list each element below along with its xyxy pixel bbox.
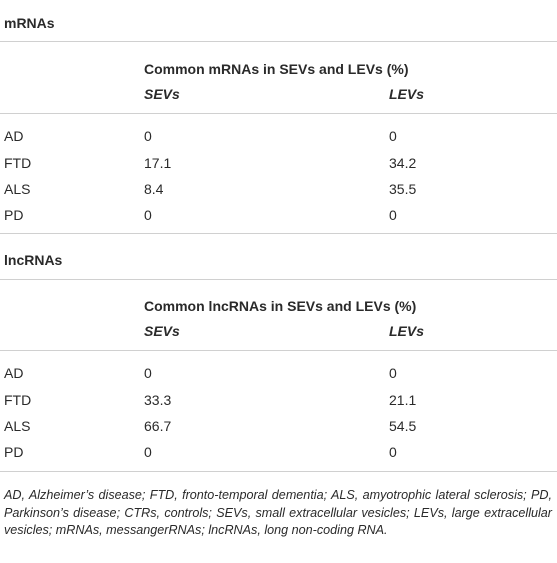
cell-sevs: 8.4 [144,181,164,197]
section-title-lncrnas: lncRNAs [4,252,63,268]
cell-sevs: 0 [144,128,152,144]
column-header-sevs: SEVs [144,86,180,102]
row-label: FTD [4,155,32,171]
cell-sevs: 33.3 [144,392,172,408]
column-group-header-lncrnas: Common lncRNAs in SEVs and LEVs (%) [144,298,417,314]
cell-sevs: 0 [144,207,152,223]
row-label: FTD [4,392,32,408]
cell-levs: 35.5 [389,181,417,197]
cell-sevs: 0 [144,444,152,460]
cell-levs: 0 [389,207,397,223]
cell-levs: 0 [389,128,397,144]
cell-levs: 21.1 [389,392,417,408]
row-label: PD [4,207,24,223]
row-label: ALS [4,418,31,434]
column-group-header-mrnas: Common mRNAs in SEVs and LEVs (%) [144,61,409,77]
divider [0,350,557,351]
divider [0,41,557,42]
cell-levs: 34.2 [389,155,417,171]
divider [0,233,557,234]
row-label: AD [4,128,24,144]
row-label: PD [4,444,24,460]
column-header-levs: LEVs [389,323,425,339]
column-header-levs: LEVs [389,86,425,102]
section-title-mrnas: mRNAs [4,15,55,31]
cell-levs: 0 [389,365,397,381]
divider [0,113,557,114]
column-header-sevs: SEVs [144,323,180,339]
row-label: AD [4,365,24,381]
table-footnote: AD, Alzheimer’s disease; FTD, fronto-tem… [4,488,552,537]
divider [0,279,557,280]
divider [0,471,557,472]
row-label: ALS [4,181,31,197]
cell-levs: 54.5 [389,418,417,434]
cell-sevs: 0 [144,365,152,381]
cell-sevs: 66.7 [144,418,172,434]
cell-sevs: 17.1 [144,155,172,171]
cell-levs: 0 [389,444,397,460]
